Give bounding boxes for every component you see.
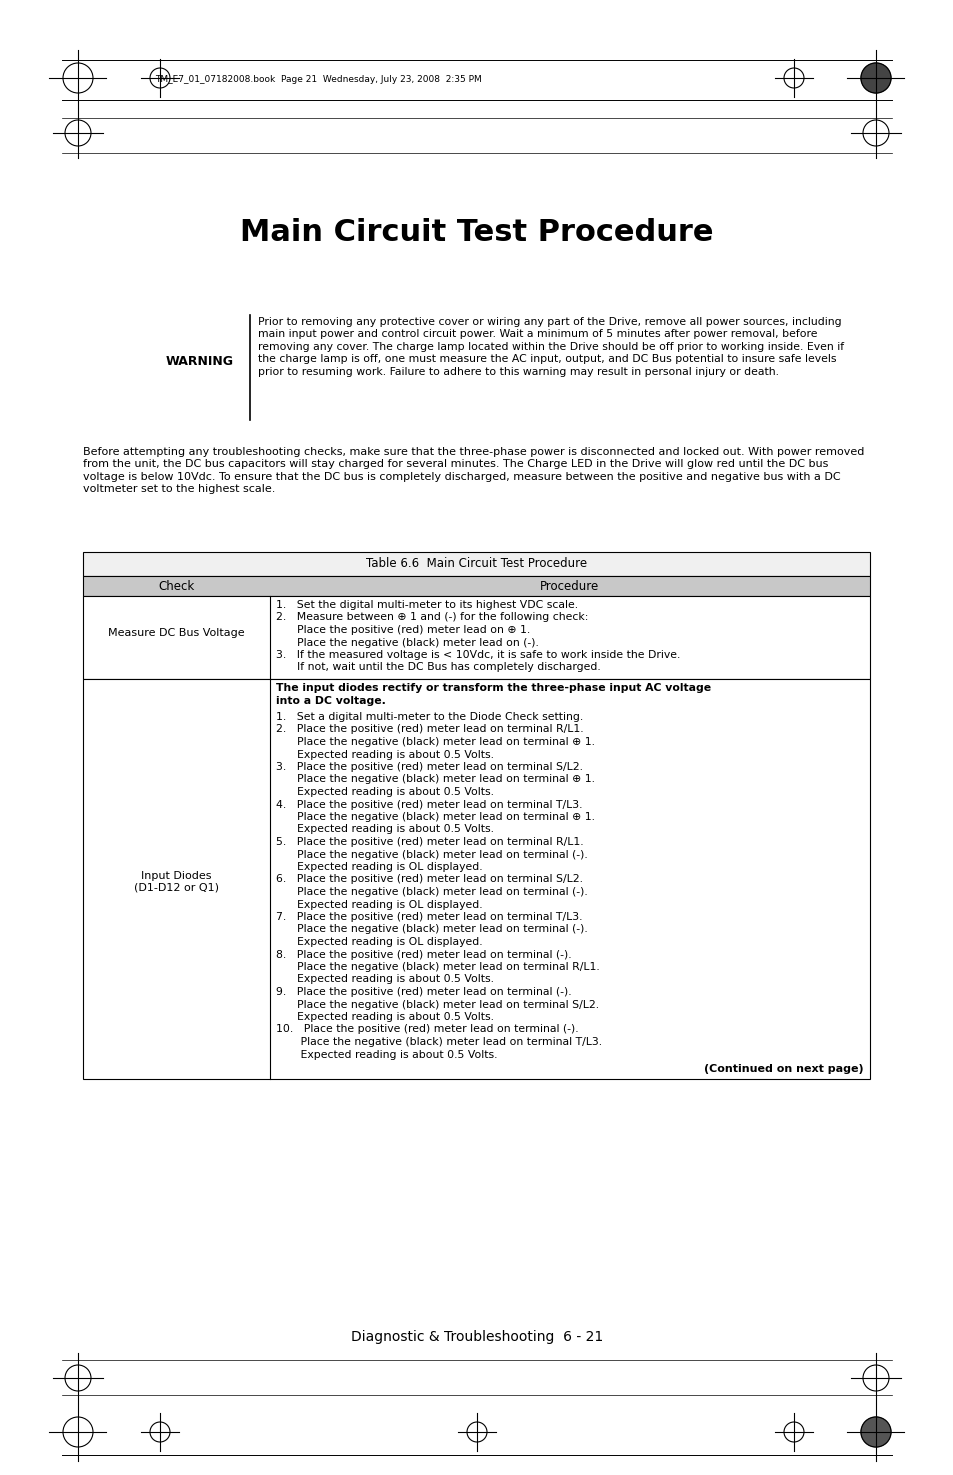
Text: 10.   Place the positive (red) meter lead on terminal (-).: 10. Place the positive (red) meter lead … xyxy=(275,1025,578,1034)
Text: Place the negative (black) meter lead on terminal ⊕ 1.: Place the negative (black) meter lead on… xyxy=(275,774,595,785)
Text: Before attempting any troubleshooting checks, make sure that the three-phase pow: Before attempting any troubleshooting ch… xyxy=(83,447,863,494)
Text: Place the negative (black) meter lead on terminal ⊕ 1.: Place the negative (black) meter lead on… xyxy=(275,738,595,746)
Text: 5.   Place the positive (red) meter lead on terminal R/L1.: 5. Place the positive (red) meter lead o… xyxy=(275,836,583,847)
Text: Main Circuit Test Procedure: Main Circuit Test Procedure xyxy=(240,218,713,246)
Text: Measure DC Bus Voltage: Measure DC Bus Voltage xyxy=(108,628,245,639)
Text: Prior to removing any protective cover or wiring any part of the Drive, remove a: Prior to removing any protective cover o… xyxy=(257,317,843,376)
Text: Place the positive (red) meter lead on ⊕ 1.: Place the positive (red) meter lead on ⊕… xyxy=(275,625,530,636)
Bar xyxy=(83,678,869,1078)
Text: Expected reading is OL displayed.: Expected reading is OL displayed. xyxy=(275,937,482,947)
Text: 9.   Place the positive (red) meter lead on terminal (-).: 9. Place the positive (red) meter lead o… xyxy=(275,987,571,997)
Text: Procedure: Procedure xyxy=(539,580,599,593)
Text: Place the negative (black) meter lead on terminal T/L3.: Place the negative (black) meter lead on… xyxy=(275,1037,601,1047)
Text: Expected reading is about 0.5 Volts.: Expected reading is about 0.5 Volts. xyxy=(275,975,494,984)
Text: Expected reading is OL displayed.: Expected reading is OL displayed. xyxy=(275,861,482,872)
Text: Place the negative (black) meter lead on terminal ⊕ 1.: Place the negative (black) meter lead on… xyxy=(275,813,595,822)
Text: The input diodes rectify or transform the three-phase input AC voltage: The input diodes rectify or transform th… xyxy=(275,683,710,693)
Circle shape xyxy=(861,1417,890,1447)
Text: Diagnostic & Troubleshooting  6 - 21: Diagnostic & Troubleshooting 6 - 21 xyxy=(351,1330,602,1344)
Text: Expected reading is OL displayed.: Expected reading is OL displayed. xyxy=(275,900,482,910)
Text: 2.   Measure between ⊕ 1 and (-) for the following check:: 2. Measure between ⊕ 1 and (-) for the f… xyxy=(275,612,588,622)
Text: Place the negative (black) meter lead on terminal R/L1.: Place the negative (black) meter lead on… xyxy=(275,962,599,972)
Text: Table 6.6  Main Circuit Test Procedure: Table 6.6 Main Circuit Test Procedure xyxy=(366,558,586,569)
Text: (Continued on next page): (Continued on next page) xyxy=(703,1065,863,1074)
Text: Input Diodes: Input Diodes xyxy=(141,870,212,881)
Text: WARNING: WARNING xyxy=(166,355,233,367)
Text: Expected reading is about 0.5 Volts.: Expected reading is about 0.5 Volts. xyxy=(275,1012,494,1022)
Text: 7.   Place the positive (red) meter lead on terminal T/L3.: 7. Place the positive (red) meter lead o… xyxy=(275,912,582,922)
Text: 1.   Set a digital multi-meter to the Diode Check setting.: 1. Set a digital multi-meter to the Diod… xyxy=(275,712,582,721)
Text: TM_E7_01_07182008.book  Page 21  Wednesday, July 23, 2008  2:35 PM: TM_E7_01_07182008.book Page 21 Wednesday… xyxy=(154,75,481,84)
Text: Expected reading is about 0.5 Volts.: Expected reading is about 0.5 Volts. xyxy=(275,1050,497,1059)
Text: Expected reading is about 0.5 Volts.: Expected reading is about 0.5 Volts. xyxy=(275,749,494,760)
Text: Place the negative (black) meter lead on terminal S/L2.: Place the negative (black) meter lead on… xyxy=(275,1000,598,1009)
Text: 1.   Set the digital multi-meter to its highest VDC scale.: 1. Set the digital multi-meter to its hi… xyxy=(275,600,578,611)
Text: Place the negative (black) meter lead on terminal (-).: Place the negative (black) meter lead on… xyxy=(275,925,587,935)
Text: 6.   Place the positive (red) meter lead on terminal S/L2.: 6. Place the positive (red) meter lead o… xyxy=(275,875,582,885)
Text: into a DC voltage.: into a DC voltage. xyxy=(275,696,385,705)
Text: Expected reading is about 0.5 Volts.: Expected reading is about 0.5 Volts. xyxy=(275,825,494,835)
Text: Place the negative (black) meter lead on terminal (-).: Place the negative (black) meter lead on… xyxy=(275,886,587,897)
Text: 2.   Place the positive (red) meter lead on terminal R/L1.: 2. Place the positive (red) meter lead o… xyxy=(275,724,583,735)
Text: Expected reading is about 0.5 Volts.: Expected reading is about 0.5 Volts. xyxy=(275,788,494,797)
Bar xyxy=(83,577,869,596)
Circle shape xyxy=(861,63,890,93)
Text: 8.   Place the positive (red) meter lead on terminal (-).: 8. Place the positive (red) meter lead o… xyxy=(275,950,571,960)
Text: Place the negative (black) meter lead on terminal (-).: Place the negative (black) meter lead on… xyxy=(275,850,587,860)
Text: 3.   Place the positive (red) meter lead on terminal S/L2.: 3. Place the positive (red) meter lead o… xyxy=(275,763,582,771)
Bar xyxy=(83,552,869,577)
Text: 4.   Place the positive (red) meter lead on terminal T/L3.: 4. Place the positive (red) meter lead o… xyxy=(275,799,582,810)
Text: (D1-D12 or Q1): (D1-D12 or Q1) xyxy=(133,882,219,892)
Text: 3.   If the measured voltage is < 10Vdc, it is safe to work inside the Drive.: 3. If the measured voltage is < 10Vdc, i… xyxy=(275,650,679,659)
Text: Check: Check xyxy=(158,580,194,593)
Text: Place the negative (black) meter lead on (-).: Place the negative (black) meter lead on… xyxy=(275,637,538,648)
Text: If not, wait until the DC Bus has completely discharged.: If not, wait until the DC Bus has comple… xyxy=(275,662,600,673)
Bar xyxy=(83,596,869,679)
